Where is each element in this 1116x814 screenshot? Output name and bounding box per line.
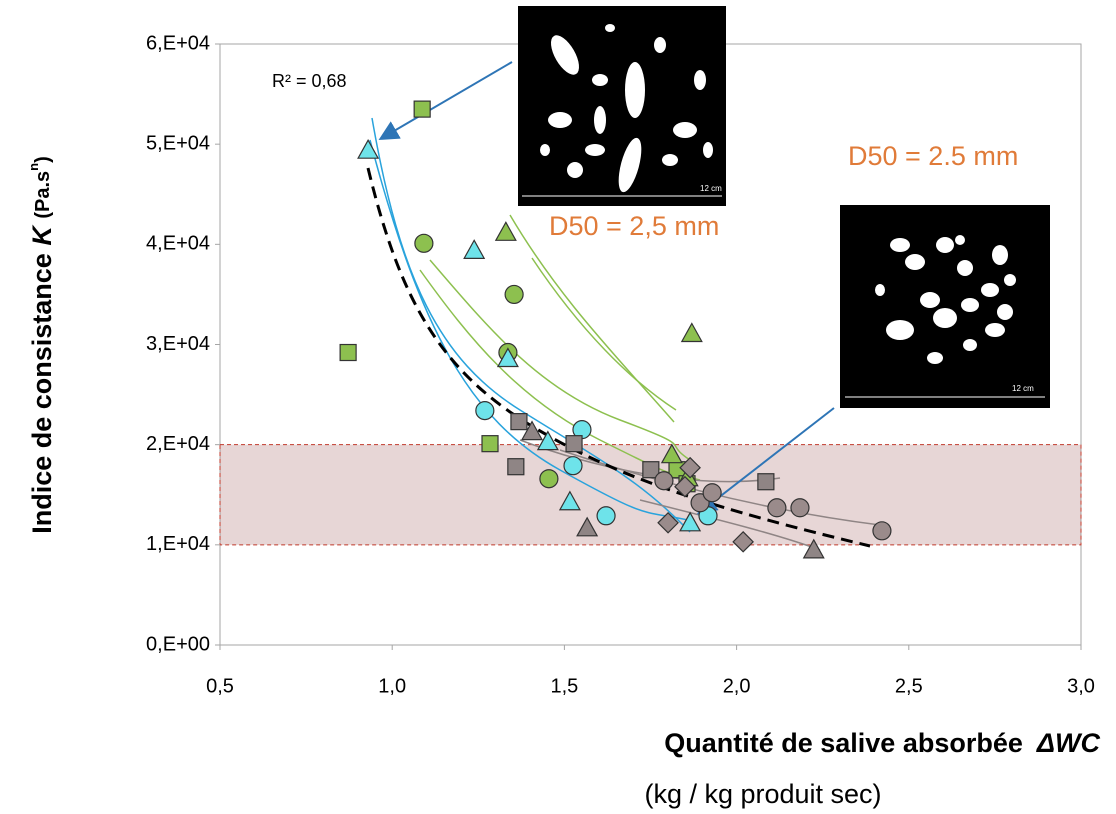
x-tick-label: 2,0 <box>723 675 751 697</box>
y-tick-label: 4,E+04 <box>146 233 210 255</box>
x-tick-label: 1,0 <box>378 675 406 697</box>
points <box>339 100 892 559</box>
point <box>757 473 775 491</box>
y-axis-unit-exp: n <box>26 163 41 171</box>
point <box>558 490 581 511</box>
y-tick-label: 2,E+04 <box>146 433 210 455</box>
arrow <box>378 61 513 141</box>
point <box>539 469 559 489</box>
point <box>642 461 660 479</box>
point <box>679 511 702 532</box>
point <box>565 435 583 453</box>
point <box>660 443 683 464</box>
x-axis-unit: (kg / kg produit sec) <box>644 779 881 809</box>
r2-label: R² = 0,68 <box>272 71 347 91</box>
y-axis-title-text: Indice de consistance <box>27 253 57 534</box>
point <box>510 413 528 431</box>
point <box>494 221 517 241</box>
trend-line <box>429 259 691 461</box>
x-tick-label: 0,5 <box>206 675 234 697</box>
point <box>654 471 674 491</box>
y-axis-symbol: K <box>27 224 57 246</box>
point <box>536 430 559 451</box>
point <box>657 511 679 534</box>
point <box>507 458 525 476</box>
x-tick-label: 3,0 <box>1067 675 1095 697</box>
image-b: 12 cm <box>840 205 1050 408</box>
x-tick-label: 1,5 <box>550 675 578 697</box>
point <box>702 483 722 503</box>
point <box>790 498 810 518</box>
point <box>732 530 754 553</box>
x-tick-label: 2,5 <box>895 675 923 697</box>
y-tick-label: 1,E+04 <box>146 533 210 555</box>
point <box>680 322 703 343</box>
y-axis-unit-close: ) <box>32 156 54 163</box>
image-frame <box>840 205 1050 408</box>
x-axis-title: Quantité de salive absorbée ΔWC <box>664 728 1100 758</box>
point <box>679 456 701 479</box>
point <box>357 138 380 159</box>
point <box>475 401 495 421</box>
y-tick-label: 5,E+04 <box>146 132 210 154</box>
y-tick-label: 6,E+04 <box>146 32 210 54</box>
point <box>414 233 434 253</box>
point <box>802 538 825 559</box>
point <box>767 498 787 518</box>
point <box>504 284 524 305</box>
point <box>339 343 357 362</box>
y-tick-label: 3,E+04 <box>146 333 210 355</box>
scale-label: 12 cm <box>1012 384 1034 393</box>
x-axis-symbol: ΔWC <box>1036 728 1101 758</box>
d50-label: D50 = 2.5 mm <box>848 141 1018 171</box>
arrow <box>696 407 835 515</box>
point <box>563 456 583 476</box>
point <box>872 521 892 541</box>
point <box>576 516 599 537</box>
point <box>496 347 519 368</box>
image-a: 12 cm <box>518 6 726 206</box>
point <box>521 420 544 441</box>
scale-label: 12 cm <box>700 184 722 193</box>
x-axis-title-text: Quantité de salive absorbée <box>664 728 1023 758</box>
trend-line <box>531 257 677 411</box>
y-axis-unit: (Pa.s <box>32 171 54 219</box>
trend-line <box>369 139 689 521</box>
d50-label: D50 = 2,5 mm <box>549 211 719 241</box>
trend-line <box>639 499 821 551</box>
y-tick-label: 0,E+00 <box>146 633 210 655</box>
y-axis-title: Indice de consistance K (Pa.sn) <box>26 156 57 534</box>
point <box>481 435 499 453</box>
trend-line <box>509 214 675 423</box>
point <box>463 239 486 259</box>
point <box>413 100 431 118</box>
point <box>596 506 616 526</box>
point <box>674 475 696 498</box>
